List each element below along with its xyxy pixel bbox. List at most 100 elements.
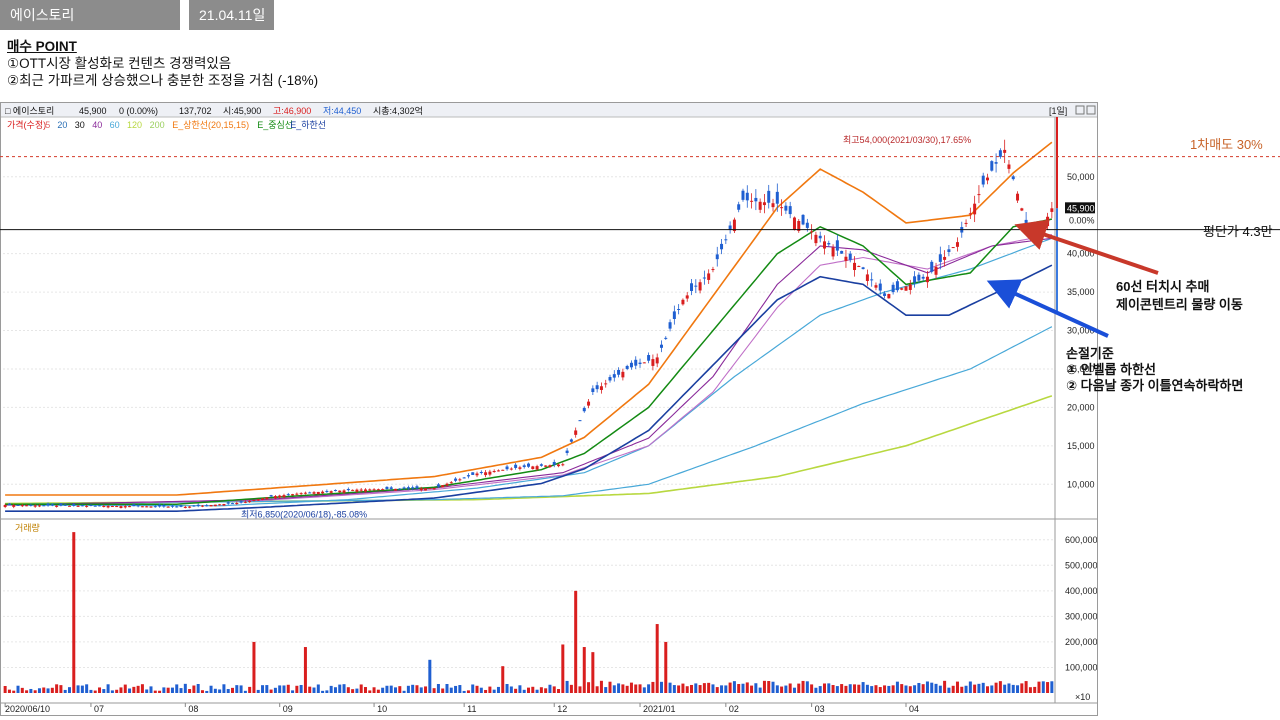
volume-bar [582,647,586,693]
volume-bar [428,659,432,693]
volume-tick-label: 100,000 [1065,662,1097,672]
candle-body [1028,232,1032,235]
candle-body [424,488,428,491]
candle-body [419,488,423,491]
candle-body [325,490,329,492]
candle-body [685,295,689,299]
volume-bar [595,686,599,693]
candle-body [50,504,54,506]
date-tick-label: 12 [557,704,567,714]
candle-body [445,483,449,486]
volume-bar [346,687,350,693]
candle-body [55,505,59,507]
volume-bar [239,685,243,693]
stop-loss-1: ① 인벨롭 하한선 [1066,362,1156,377]
candle-body [925,276,929,283]
candle-body [917,274,921,281]
legend-item: 200 [150,120,165,130]
candle-body [286,494,290,496]
candle-body [578,420,582,422]
candle-body [904,286,908,291]
buy-more-label-1: 60선 터치시 추매 [1116,279,1210,294]
volume-bar [715,687,719,693]
volume-bar [338,684,342,693]
buy-point-1: ①OTT시장 활성화로 컨텐츠 경쟁력있음 [7,56,232,71]
volume-bar [218,689,222,693]
volume-bar [136,685,140,693]
candle-body [37,505,41,507]
volume-bar [162,687,166,693]
volume-bar [321,690,325,693]
candle-body [1007,164,1011,169]
candle-body [977,194,981,196]
candle-body [261,498,265,500]
date-tab: 21.04.11일 [189,0,274,30]
envelope-lower-line [5,264,1053,512]
candle-body [612,374,616,378]
candle-body [604,383,608,385]
volume-bar [363,687,367,693]
candle-body [634,359,638,366]
volume-bar [681,683,685,693]
volume-bar [930,682,934,693]
volume-bar [25,690,29,693]
volume-bar [299,684,303,693]
candle-body [1024,219,1028,223]
volume-bar [621,684,625,693]
volume-bar [248,686,252,693]
candle-body [1011,176,1015,180]
legend-item: 120 [127,120,142,130]
candle-body [342,490,346,493]
volume-bar [458,685,462,693]
candle-body [458,479,462,481]
candle-body [964,222,968,224]
stop-loss-title: 손절기준 [1066,346,1114,361]
info-field-7: 시총:4,302억 [373,105,423,116]
candle-body [784,205,788,211]
candle-body [672,311,676,319]
volume-bar [196,683,200,693]
candle-body [98,505,102,507]
volume-bar [475,685,479,693]
volume-bar [42,687,46,693]
volume-bar [702,683,706,693]
candle-body [406,487,410,489]
volume-bar [938,685,942,693]
volume-bar [389,685,393,693]
candle-body [938,254,942,262]
candle-body [12,505,16,507]
volume-bar [891,685,895,693]
candle-body [822,241,826,249]
volume-bar [102,689,106,693]
volume-bar [865,684,869,693]
volume-bar [745,682,749,693]
volume-bar [608,681,612,693]
candle-body [175,506,179,508]
volume-bar [16,685,20,693]
volume-bar [411,684,415,693]
candle-body [767,190,771,203]
volume-bar [574,590,578,693]
candle-body [85,505,89,507]
candle-body [981,175,985,185]
legend-item: 5 [45,120,50,130]
candle-body [346,488,350,491]
volume-bar [848,684,852,693]
candle-body [797,221,801,231]
stop-loss-2: ② 다음날 종가 이틀연속하락하면 [1066,378,1244,393]
candle-body [205,505,209,507]
candle-body [368,489,372,491]
candle-body [883,293,887,296]
volume-bar [308,686,312,693]
volume-bar [175,684,179,693]
candle-body [316,491,320,495]
volume-bar [110,690,114,693]
candle-body [471,472,475,475]
volume-bar [797,683,801,693]
volume-bar [788,683,792,693]
candle-body [123,506,127,508]
volume-bar [484,689,488,693]
volume-bar [385,685,389,693]
candle-body [381,489,385,491]
volume-bar [904,685,908,693]
